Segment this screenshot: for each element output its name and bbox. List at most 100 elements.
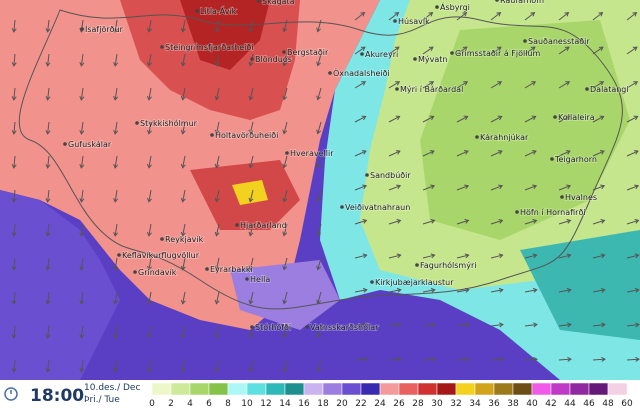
wind-arrow xyxy=(148,291,152,304)
wind-arrowhead xyxy=(180,265,186,271)
station-dot xyxy=(210,133,214,137)
wind-arrowhead xyxy=(498,218,504,224)
wind-arrow xyxy=(626,254,639,259)
place-name: Bergstaðir xyxy=(287,48,329,57)
wind-arrowhead xyxy=(601,356,606,362)
station-dot xyxy=(282,50,286,54)
wind-arrowhead xyxy=(113,299,119,305)
wind-arrowhead xyxy=(45,266,51,271)
wind-arrowhead xyxy=(45,28,51,33)
wind-arrowhead xyxy=(634,218,640,224)
wind-arrow xyxy=(249,189,254,202)
wind-arrow xyxy=(114,19,118,32)
wind-arrow xyxy=(456,185,469,191)
wind-arrow xyxy=(249,291,254,304)
wind-arrow xyxy=(80,359,84,372)
wind-arrow xyxy=(626,185,639,191)
wind-arrowhead xyxy=(113,95,119,101)
wind-arrowhead xyxy=(113,367,119,373)
wind-arrowhead xyxy=(79,334,85,339)
wind-arrowhead xyxy=(632,46,638,52)
wind-arrowhead xyxy=(282,333,288,339)
wind-arrowhead xyxy=(464,184,470,190)
wind-arrowhead xyxy=(180,129,186,135)
wind-arrow xyxy=(215,257,220,270)
wind-arrowhead xyxy=(599,115,605,121)
wind-arrow xyxy=(47,189,50,202)
wind-arrowhead xyxy=(147,299,152,305)
wind-arrowhead xyxy=(11,266,17,271)
wind-arrowhead xyxy=(45,368,51,373)
legend-swatch xyxy=(322,382,343,396)
wind-arrow xyxy=(490,115,502,123)
wind-arrow xyxy=(388,254,401,259)
wind-arrow xyxy=(422,46,434,55)
south-purple xyxy=(230,260,340,330)
place-name: Reykjavík xyxy=(165,235,204,244)
wind-arrow xyxy=(47,223,50,236)
wind-arrowhead xyxy=(316,129,322,135)
wind-arrow xyxy=(354,323,367,327)
wind-arrow xyxy=(592,12,603,21)
wind-arrowhead xyxy=(147,163,152,169)
wind-arrowhead xyxy=(113,333,119,339)
wind-arrow xyxy=(182,121,186,134)
wind-arrow xyxy=(558,219,571,225)
wind-arrowhead xyxy=(360,12,366,17)
place-name: Hella xyxy=(250,275,270,284)
wind-arrow xyxy=(114,359,118,372)
date: 10.des./ Dec xyxy=(84,383,140,393)
wind-arrowhead xyxy=(45,300,51,305)
yellow-patch xyxy=(232,180,268,205)
wind-arrow xyxy=(114,53,118,66)
wind-arrowhead xyxy=(11,334,17,339)
wind-arrowhead xyxy=(361,115,367,121)
wind-arrowhead xyxy=(79,130,85,135)
wind-arrowhead xyxy=(316,163,322,169)
wind-arrow xyxy=(558,185,571,191)
wind-arrow xyxy=(592,46,604,55)
wind-arrow xyxy=(354,289,367,293)
wind-arrow xyxy=(80,291,84,304)
place-name: Blönduós xyxy=(255,54,292,64)
legend-label: 40 xyxy=(526,399,538,409)
wind-arrowhead xyxy=(429,150,435,155)
wind-arrow xyxy=(388,185,401,191)
wind-arrow xyxy=(13,121,16,134)
legend-label: 32 xyxy=(450,399,461,409)
coastline xyxy=(18,9,623,310)
wind-arrowhead xyxy=(362,287,368,293)
wind-arrow xyxy=(422,81,434,89)
wind-arrow xyxy=(80,189,84,202)
wind-arrowhead xyxy=(395,115,401,121)
wind-arrow xyxy=(317,155,322,168)
wind-arrowhead xyxy=(431,322,436,328)
wind-arrow xyxy=(47,121,50,134)
wind-arrowhead xyxy=(316,265,322,271)
wind-arrow xyxy=(524,81,536,89)
station-dot xyxy=(135,121,139,125)
wind-arrow xyxy=(388,115,400,123)
wind-arrowhead xyxy=(214,95,220,101)
wind-arrow xyxy=(388,323,401,327)
wind-arrow xyxy=(114,291,118,304)
station-dot xyxy=(365,173,369,177)
legend-swatch xyxy=(284,382,305,396)
wind-arrow xyxy=(114,189,118,202)
wind-arrowhead xyxy=(567,322,572,328)
wind-arrow xyxy=(114,223,118,236)
legend-label: 8 xyxy=(225,399,231,409)
wind-arrow xyxy=(13,359,16,372)
wind-arrowhead xyxy=(282,129,288,135)
station-dot xyxy=(523,39,527,43)
wind-arrow xyxy=(558,115,570,123)
station-dot xyxy=(413,57,417,61)
wind-arrow xyxy=(422,150,435,157)
legend-swatch xyxy=(208,382,229,396)
wind-arrowhead xyxy=(248,61,254,67)
wind-arrowhead xyxy=(564,46,570,52)
wind-arrow xyxy=(456,358,470,361)
wind-arrowhead xyxy=(635,356,640,362)
wind-arrowhead xyxy=(79,232,85,237)
